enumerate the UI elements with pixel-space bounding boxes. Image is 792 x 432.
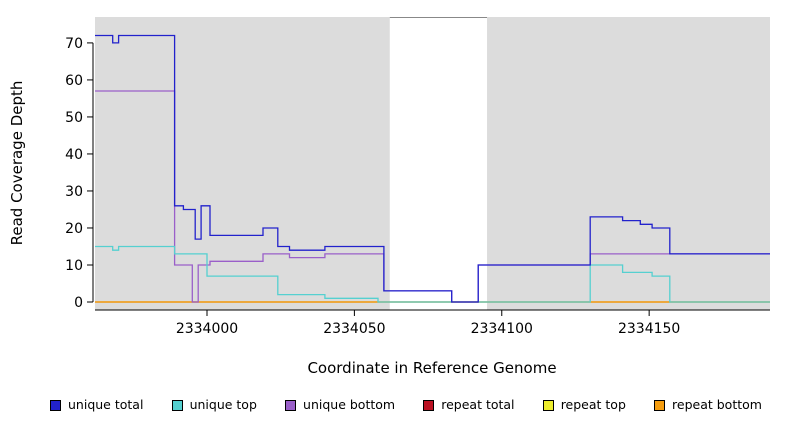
x-tick-label: 2334100 [471, 321, 533, 337]
y-tick-label: 10 [65, 258, 83, 274]
legend-label-repeat-top: repeat top [560, 397, 626, 412]
legend-swatch-repeat-bottom [654, 399, 666, 411]
x-tick-label: 2334150 [618, 321, 680, 337]
y-tick-label: 70 [65, 36, 83, 52]
y-axis-title: Read Coverage Depth [8, 81, 26, 246]
legend-swatch-unique-top [171, 399, 183, 411]
legend-item-unique-bottom: unique bottom [285, 398, 395, 412]
chart-legend: unique total unique top unique bottom re… [0, 398, 792, 412]
legend-swatch-repeat-top [542, 399, 554, 411]
x-tick-label: 2334000 [176, 321, 238, 337]
y-tick-label: 30 [65, 184, 83, 200]
legend-label-repeat-bottom: repeat bottom [672, 397, 762, 412]
legend-item-unique-top: unique top [171, 397, 257, 412]
x-axis-title: Coordinate in Reference Genome [307, 359, 556, 377]
y-tick-label: 50 [65, 110, 83, 126]
y-tick-label: 20 [65, 221, 83, 237]
coverage-chart: Read Coverage Depth Coordinate in Refere… [8, 17, 770, 377]
legend-swatch-repeat-total [423, 399, 435, 411]
legend-item-unique-total: unique total [50, 398, 143, 412]
legend-item-repeat-top: repeat top [542, 397, 626, 412]
legend-label-repeat-total: repeat total [441, 397, 515, 412]
legend-item-repeat-bottom: repeat bottom [654, 398, 762, 412]
y-tick-label: 40 [65, 147, 83, 163]
legend-label-unique-total: unique total [68, 397, 144, 412]
legend-label-unique-bottom: unique bottom [303, 397, 396, 412]
legend-swatch-unique-total [50, 399, 61, 411]
x-tick-label: 2334050 [323, 321, 385, 337]
legend-label-unique-top: unique top [189, 397, 257, 412]
y-tick-label: 0 [74, 295, 83, 311]
legend-item-repeat-total: repeat total [423, 397, 515, 412]
y-tick-label: 60 [65, 73, 83, 89]
legend-swatch-unique-bottom [285, 399, 297, 411]
